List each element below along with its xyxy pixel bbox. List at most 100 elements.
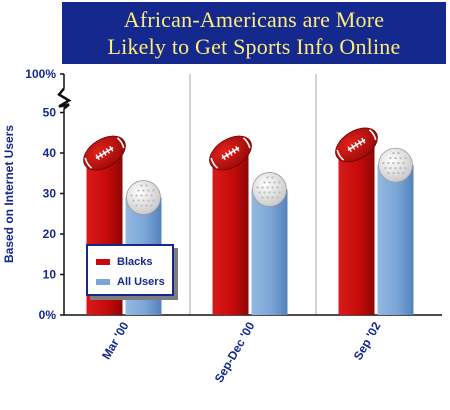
golf-dimple — [135, 194, 138, 197]
golf-dimple — [135, 204, 138, 207]
golf-dimple — [140, 204, 143, 207]
football-lace — [105, 147, 111, 154]
golf-dimple — [147, 189, 150, 192]
golf-dimple — [132, 199, 135, 202]
football-lace — [109, 145, 114, 152]
golf-dimple — [404, 157, 407, 160]
bar-all-users — [377, 165, 414, 315]
legend-item-all-users: All Users — [96, 275, 165, 289]
golf-dimple — [271, 196, 274, 199]
golf-dimple — [152, 199, 155, 202]
football-stripe — [84, 157, 93, 169]
golf-dimple — [140, 194, 143, 197]
golf-dimple — [397, 162, 400, 165]
football-stripe — [242, 137, 251, 149]
golf-dimple — [276, 186, 279, 189]
y-tick-label: 100% — [25, 67, 56, 81]
football-lace — [231, 147, 237, 154]
golf-dimple — [268, 191, 271, 194]
golf-dimple — [392, 162, 395, 165]
golf-dimple — [399, 157, 402, 160]
golf-dimple — [394, 157, 397, 160]
y-axis-title: Based on Internet Users — [2, 125, 16, 263]
y-tick-label: 50 — [43, 106, 57, 120]
y-tick-label: 10 — [43, 268, 57, 282]
golf-dimple — [276, 196, 279, 199]
golf-dimple — [387, 162, 390, 165]
golf-dimple — [266, 196, 269, 199]
golf-dimple — [268, 181, 271, 184]
golf-dimple — [387, 172, 390, 175]
legend-swatch-all-users — [96, 279, 110, 285]
golf-dimple — [392, 152, 395, 155]
golf-dimple — [394, 167, 397, 170]
chart-title-line-1: African-Americans are More — [123, 7, 385, 32]
x-tick-label: Sep '02 — [351, 319, 384, 362]
golf-ball-body — [378, 147, 413, 183]
football-stripe — [336, 149, 345, 161]
golf-dimple — [384, 167, 387, 170]
golf-dimple — [266, 176, 269, 179]
golf-ball-body — [252, 172, 287, 207]
bar-all-users — [251, 189, 288, 315]
legend-label-blacks: Blacks — [117, 256, 153, 268]
football-lace — [350, 144, 356, 150]
football-lace — [354, 141, 359, 148]
football-lace — [228, 150, 233, 156]
legend-swatch-blacks — [96, 259, 110, 265]
legend-item-blacks: Blacks — [96, 255, 152, 269]
golf-dimple — [389, 167, 392, 170]
golf-dimple — [137, 199, 140, 202]
legend: Blacks All Users — [86, 244, 174, 296]
football-lace — [98, 152, 104, 159]
legend-label-all-users: All Users — [117, 276, 165, 288]
football-stripe — [210, 157, 219, 169]
football-icon — [83, 135, 126, 171]
x-tick-label: Mar '00 — [99, 319, 132, 362]
football-lace — [95, 154, 100, 161]
football-icon — [335, 127, 378, 163]
golf-dimple — [382, 162, 385, 165]
golf-dimple — [392, 172, 395, 175]
golf-dimple — [150, 194, 153, 197]
golf-dimple — [397, 172, 400, 175]
golf-dimple — [142, 199, 145, 202]
x-tick-label: Sep-Dec '00 — [212, 319, 258, 385]
golf-dimple — [263, 181, 266, 184]
golf-dimple — [389, 157, 392, 160]
golf-dimple — [404, 167, 407, 170]
y-tick-label: 0% — [39, 308, 57, 322]
golf-dimple — [271, 186, 274, 189]
golf-dimple — [145, 204, 148, 207]
golf-dimple — [271, 176, 274, 179]
football-icon — [209, 135, 252, 171]
bar-blacks — [338, 144, 375, 315]
y-tick-label: 20 — [43, 227, 57, 241]
golf-ball-icon — [252, 172, 287, 207]
golf-dimple — [402, 162, 405, 165]
chart-title: African-Americans are More Likely to Get… — [62, 2, 446, 64]
golf-dimple — [145, 184, 148, 187]
golf-dimple — [152, 189, 155, 192]
y-tick-label: 40 — [43, 146, 57, 160]
golf-dimple — [399, 167, 402, 170]
golf-ball-body — [126, 180, 161, 215]
golf-dimple — [142, 189, 145, 192]
golf-ball-icon — [126, 180, 161, 215]
golf-dimple — [145, 194, 148, 197]
golf-dimple — [130, 194, 133, 197]
golf-dimple — [137, 189, 140, 192]
football-lace — [224, 152, 230, 159]
golf-dimple — [273, 191, 276, 194]
golf-dimple — [258, 191, 261, 194]
golf-dimple — [263, 191, 266, 194]
axis-break-icon — [57, 87, 72, 110]
football-lace — [221, 154, 226, 161]
football-lace — [102, 150, 107, 156]
golf-dimple — [147, 199, 150, 202]
golf-dimple — [261, 196, 264, 199]
football-stripe — [368, 129, 377, 141]
golf-dimple — [278, 181, 281, 184]
golf-dimple — [140, 184, 143, 187]
